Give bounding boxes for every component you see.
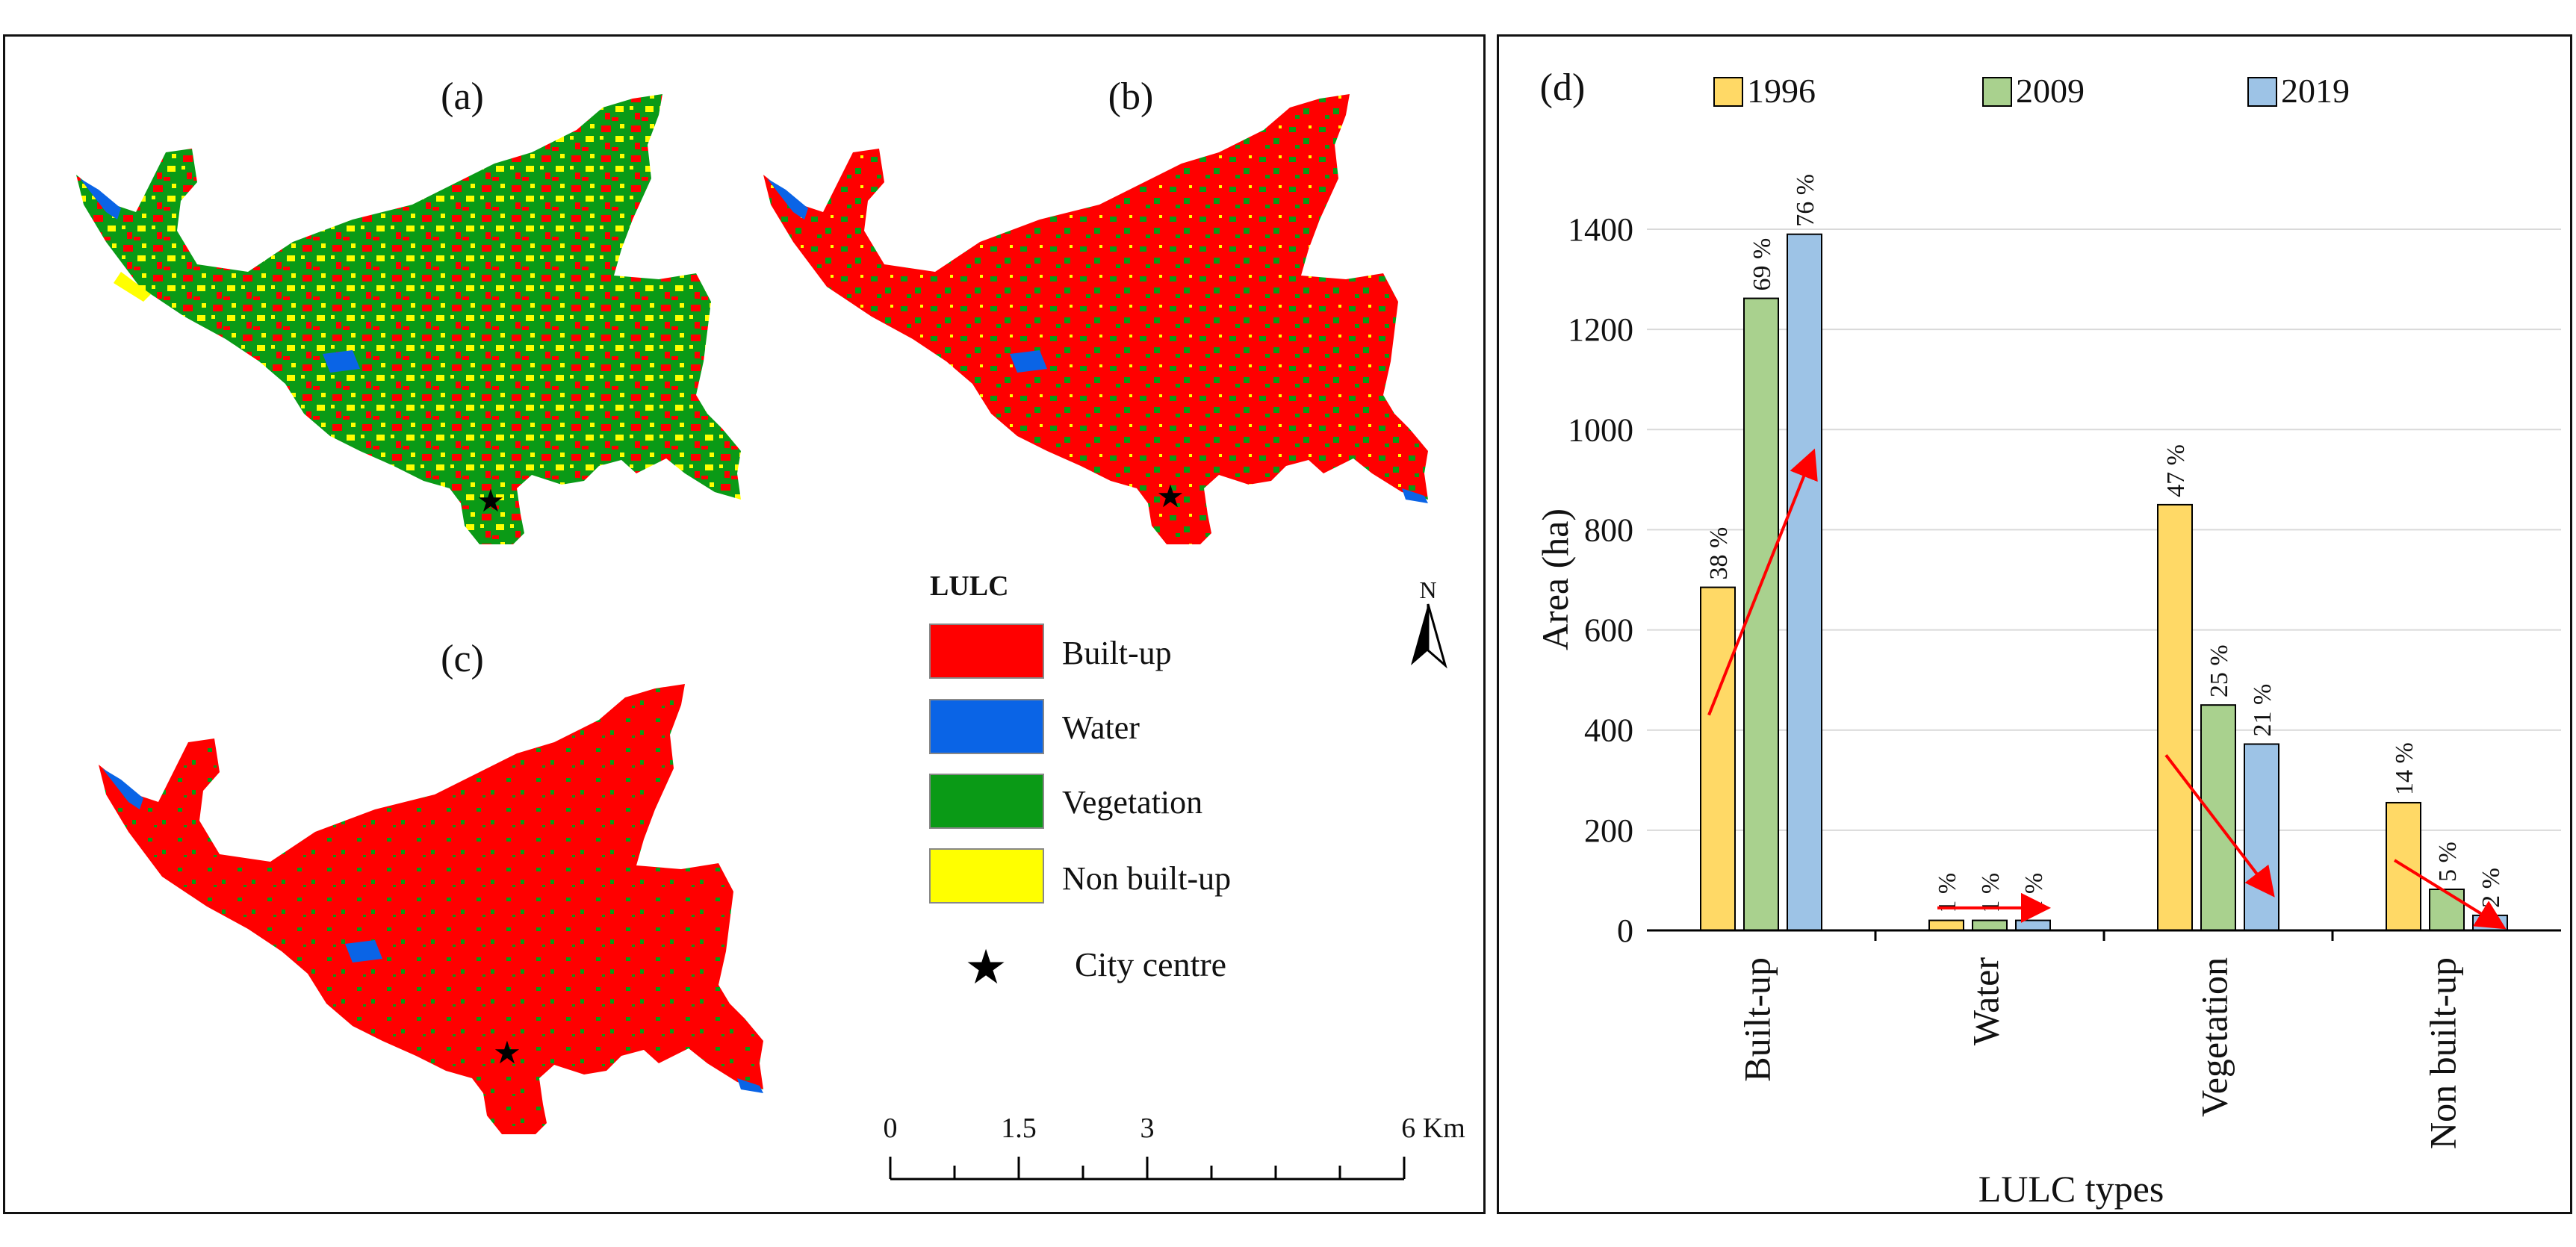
panel-c-label: (c)	[441, 638, 484, 680]
legend-label-city-centre: City centre	[1075, 945, 1226, 983]
bar-1996-water	[1928, 919, 1964, 931]
scale-tick-3: 3	[1140, 1113, 1155, 1144]
trend-arrow-built-up	[1707, 448, 1818, 716]
bar-1996-vegetation	[2157, 503, 2193, 931]
panel-d-label: (d)	[1540, 66, 1586, 109]
trend-arrow-vegetation	[2164, 754, 2275, 898]
map-c	[99, 684, 763, 1134]
scale-tick-0: 0	[884, 1113, 898, 1144]
y-tick-label: 1200	[1568, 311, 1633, 348]
legend-swatch-water	[929, 699, 1044, 754]
y-tick-label: 0	[1617, 912, 1633, 949]
legend-title: LULC	[930, 570, 1009, 602]
map-a	[76, 94, 741, 544]
bar-2009-vegetation	[2200, 704, 2236, 932]
bars	[1700, 233, 2508, 932]
bar-2019-water	[2015, 919, 2051, 931]
legend-item-vegetation: Vegetation	[929, 774, 1202, 829]
maps-svg: (a) ★ (b) ★ (c) ★ LULC Built-up Water	[76, 75, 1465, 1181]
x-tick-label: Water	[1964, 957, 2006, 1045]
legend-item-built-up: Built-up	[929, 624, 1172, 679]
north-label: N	[1419, 576, 1436, 603]
scale-tick-6: 6 Km	[1401, 1113, 1465, 1144]
panel-b-label: (b)	[1108, 75, 1154, 118]
legend-label-2009: 2009	[2016, 72, 2085, 110]
y-tick-label: 800	[1584, 511, 1633, 548]
legend-item-non-built-up: Non built-up	[929, 848, 1231, 904]
legend-swatch-2009	[1982, 77, 2012, 107]
y-tick-label: 1400	[1568, 211, 1633, 248]
bar-2019-built-up	[1787, 233, 1822, 931]
city-centre-star-a: ★	[477, 485, 505, 519]
y-tick-label: 1000	[1568, 411, 1633, 448]
legend-swatch-non-built-up	[929, 848, 1044, 904]
y-ticks: 0 200 400 600 800 1000 1200 1400	[1568, 211, 1633, 949]
x-tick-label: Non built-up	[2421, 957, 2463, 1149]
bar-1996-built-up	[1700, 586, 1736, 932]
data-labels: 38 %69 %76 %1 % 1 % 1 %47 %25 %21 %14 %5 %…	[1705, 174, 2505, 913]
legend-swatch-2019	[2247, 77, 2277, 107]
legend-item-water: Water	[929, 699, 1140, 754]
legend-swatch-vegetation	[929, 774, 1044, 829]
legend-label-water: Water	[1062, 709, 1140, 746]
legend-star-icon: ★	[964, 941, 1007, 994]
data-label: 69 %	[1748, 238, 1776, 291]
bar-2019-vegetation	[2244, 743, 2279, 931]
chart-legend: 1996 2009 2019	[1713, 72, 2350, 110]
city-centre-star-b: ★	[1156, 480, 1185, 514]
data-label: 38 %	[1705, 527, 1733, 580]
x-tick-label: Built-up	[1736, 957, 1778, 1082]
x-axis-label: LULC types	[1978, 1168, 2164, 1210]
city-centre-star-c: ★	[493, 1036, 521, 1071]
y-axis-label: Area (ha)	[1534, 509, 1576, 650]
data-label: 1 %	[1977, 873, 2005, 913]
bar-chart: (d) 0 200 400 600 800 1000 1200 1400 38 % 69 % 76…	[1534, 66, 2561, 1210]
map-b	[763, 94, 1428, 544]
scale-tick-1-5: 1.5	[1001, 1113, 1037, 1144]
legend-label-built-up: Built-up	[1062, 635, 1172, 671]
legend-swatch-built-up	[929, 624, 1044, 679]
legend-label-1996: 1996	[1747, 72, 1816, 110]
bar-2009-non-built-up	[2429, 889, 2465, 932]
bar-2009-water	[1972, 919, 2008, 931]
x-ticks: Built-up Water Vegetation Non built-up	[1736, 930, 2463, 1149]
x-tick-label: Vegetation	[2193, 957, 2235, 1117]
legend-swatch-1996	[1713, 77, 1743, 107]
data-label: 76 %	[1792, 174, 1819, 227]
trend-arrows	[1707, 448, 2507, 930]
trend-arrow-non-built-up	[2393, 859, 2507, 930]
north-arrow-icon: N	[1411, 576, 1447, 669]
y-tick-label: 600	[1584, 612, 1633, 649]
data-label: 14 %	[2391, 742, 2418, 795]
y-tick-label: 400	[1584, 712, 1633, 749]
map-panel: (a) ★ (b) ★ (c) ★ LULC Built-up Water	[3, 34, 1486, 1214]
chart-panel: (d) 0 200 400 600 800 1000 1200 1400 38 % 69 % 76…	[1497, 34, 2572, 1214]
legend-label-vegetation: Vegetation	[1062, 784, 1202, 821]
data-label: 21 %	[2249, 684, 2276, 737]
legend-label-2019: 2019	[2281, 72, 2350, 110]
scale-bar: 0 1.5 3 6 Km	[884, 1113, 1465, 1181]
data-label: 47 %	[2162, 444, 2190, 497]
data-label: 5 %	[2434, 842, 2462, 882]
panel-a-label: (a)	[441, 75, 484, 118]
legend-label-non-built-up: Non built-up	[1062, 860, 1231, 897]
data-label: 1 %	[1934, 873, 1961, 913]
data-label: 25 %	[2206, 644, 2233, 697]
y-tick-label: 200	[1584, 812, 1633, 849]
data-label: 2 %	[2477, 868, 2505, 908]
